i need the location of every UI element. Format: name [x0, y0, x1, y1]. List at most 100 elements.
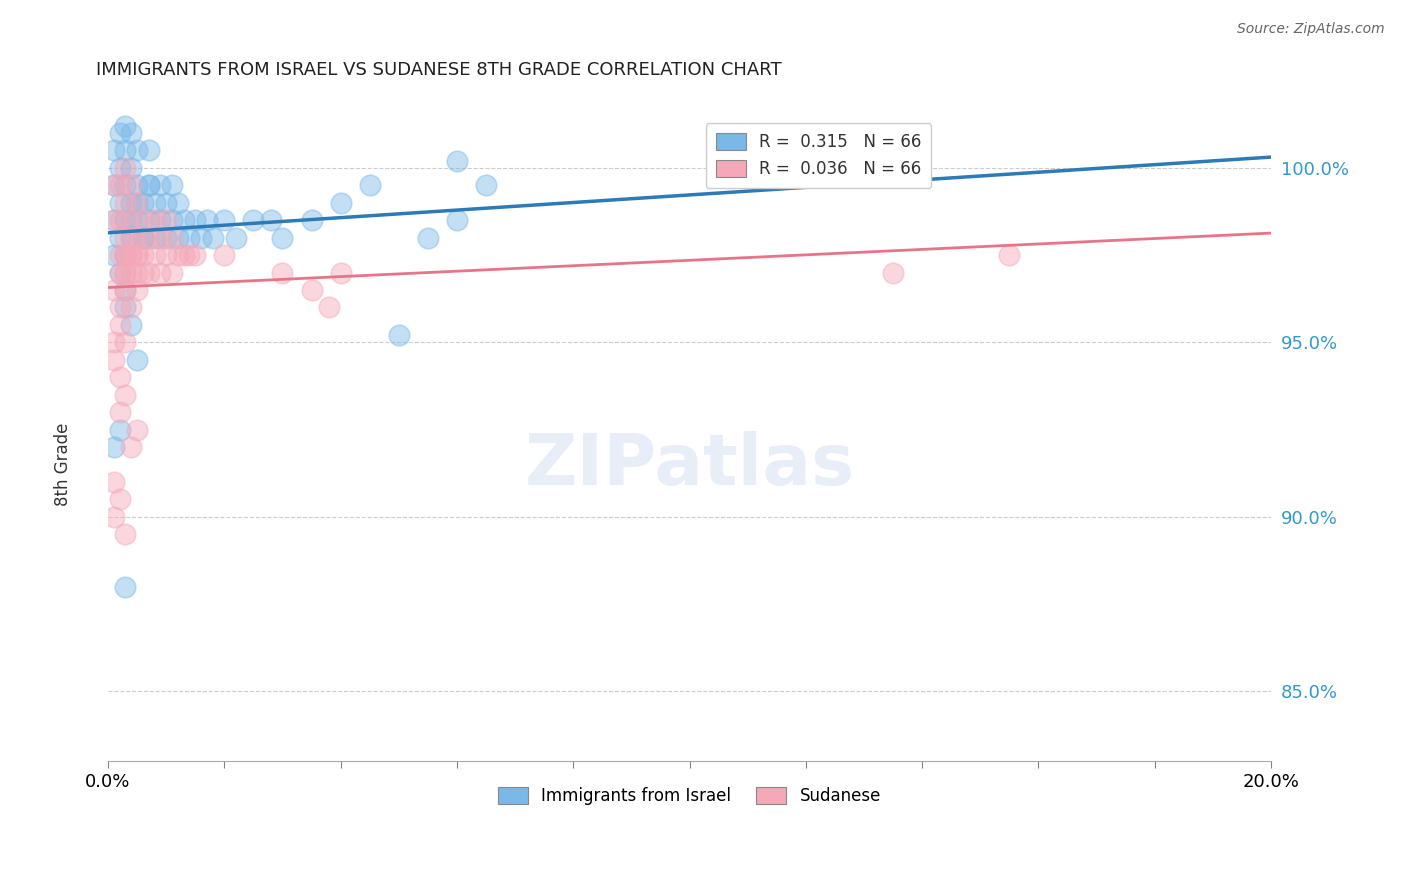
Point — [125, 352, 148, 367]
Point — [120, 440, 142, 454]
Text: ZIPatlas: ZIPatlas — [524, 432, 855, 500]
Point — [173, 213, 195, 227]
Point — [143, 248, 166, 262]
Legend: Immigrants from Israel, Sudanese: Immigrants from Israel, Sudanese — [491, 780, 887, 812]
Point — [120, 248, 142, 262]
Point — [173, 248, 195, 262]
Point — [329, 266, 352, 280]
Point — [114, 580, 136, 594]
Point — [143, 195, 166, 210]
Point — [138, 213, 160, 227]
Point — [114, 527, 136, 541]
Point — [103, 213, 125, 227]
Point — [120, 230, 142, 244]
Point — [195, 213, 218, 227]
Point — [120, 266, 142, 280]
Point — [160, 178, 183, 193]
Point — [114, 195, 136, 210]
Point — [260, 213, 283, 227]
Point — [114, 230, 136, 244]
Point — [108, 405, 131, 419]
Point — [108, 161, 131, 175]
Point — [416, 230, 439, 244]
Point — [149, 230, 172, 244]
Point — [882, 266, 904, 280]
Text: IMMIGRANTS FROM ISRAEL VS SUDANESE 8TH GRADE CORRELATION CHART: IMMIGRANTS FROM ISRAEL VS SUDANESE 8TH G… — [97, 61, 782, 78]
Point — [114, 248, 136, 262]
Point — [184, 248, 207, 262]
Point — [149, 213, 172, 227]
Point — [114, 283, 136, 297]
Point — [179, 248, 201, 262]
Point — [103, 144, 125, 158]
Point — [114, 387, 136, 401]
Point — [271, 230, 294, 244]
Point — [125, 213, 148, 227]
Point — [108, 423, 131, 437]
Point — [179, 230, 201, 244]
Point — [114, 161, 136, 175]
Point — [108, 195, 131, 210]
Point — [108, 266, 131, 280]
Point — [114, 213, 136, 227]
Point — [446, 213, 468, 227]
Point — [114, 144, 136, 158]
Point — [138, 144, 160, 158]
Point — [166, 230, 188, 244]
Point — [120, 230, 142, 244]
Point — [108, 370, 131, 384]
Point — [114, 178, 136, 193]
Point — [103, 213, 125, 227]
Point — [120, 301, 142, 315]
Point — [271, 266, 294, 280]
Point — [160, 230, 183, 244]
Point — [114, 283, 136, 297]
Point — [108, 318, 131, 332]
Point — [125, 144, 148, 158]
Point — [225, 230, 247, 244]
Point — [103, 352, 125, 367]
Point — [108, 301, 131, 315]
Point — [166, 248, 188, 262]
Point — [190, 230, 212, 244]
Point — [103, 509, 125, 524]
Point — [160, 266, 183, 280]
Point — [359, 178, 381, 193]
Point — [125, 248, 148, 262]
Point — [125, 266, 148, 280]
Point — [160, 213, 183, 227]
Point — [155, 248, 177, 262]
Point — [242, 213, 264, 227]
Point — [114, 119, 136, 133]
Point — [120, 318, 142, 332]
Point — [132, 213, 155, 227]
Point — [318, 301, 340, 315]
Point — [108, 213, 131, 227]
Point — [125, 230, 148, 244]
Point — [166, 195, 188, 210]
Point — [108, 248, 131, 262]
Point — [108, 492, 131, 507]
Point — [214, 248, 236, 262]
Point — [132, 195, 155, 210]
Text: 8th Grade: 8th Grade — [55, 422, 72, 506]
Point — [103, 335, 125, 350]
Point — [155, 213, 177, 227]
Point — [125, 423, 148, 437]
Point — [143, 213, 166, 227]
Point — [301, 283, 323, 297]
Point — [125, 283, 148, 297]
Point — [103, 248, 125, 262]
Point — [120, 126, 142, 140]
Point — [103, 440, 125, 454]
Point — [125, 248, 148, 262]
Point — [143, 230, 166, 244]
Point — [114, 301, 136, 315]
Point — [120, 161, 142, 175]
Point — [184, 213, 207, 227]
Point — [132, 266, 155, 280]
Point — [201, 230, 224, 244]
Point — [120, 213, 142, 227]
Point — [149, 266, 172, 280]
Point — [114, 335, 136, 350]
